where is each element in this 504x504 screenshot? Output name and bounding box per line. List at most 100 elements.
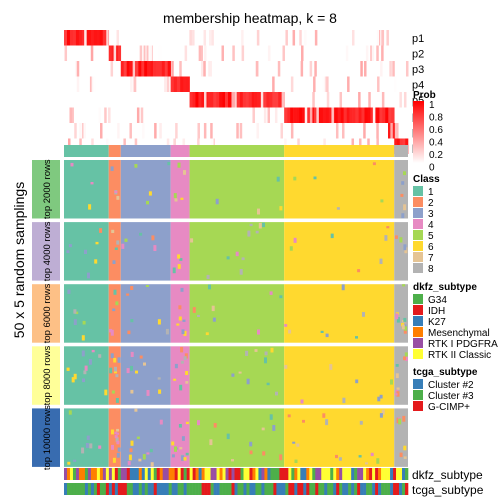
heatmap-cell	[384, 235, 388, 241]
dkfz-bar-label: dkfz_subtype	[412, 468, 483, 482]
dkfz-subtype-cell	[234, 468, 238, 480]
class-bar-segment	[284, 145, 395, 157]
heatmap-cell	[401, 181, 405, 185]
tcga-subtype-cell	[387, 483, 391, 495]
heatmap-cell	[126, 293, 130, 296]
dkfz-subtype-cell	[66, 468, 71, 480]
heatmap-cell	[136, 436, 140, 439]
row-group-bar	[32, 160, 60, 219]
prob-cell-faint	[133, 76, 137, 92]
prob-cell-faint	[316, 107, 319, 123]
heatmap-block	[170, 222, 190, 281]
dkfz-subtype-cell	[159, 468, 164, 480]
dkfz-legend-label: RTK II Classic	[428, 350, 491, 361]
heatmap-cell	[395, 373, 399, 379]
prob-cell-faint	[221, 45, 224, 61]
dkfz-subtype-cell	[138, 468, 143, 480]
heatmap-cell	[275, 391, 278, 396]
tcga-subtype-cell	[330, 483, 334, 495]
tcga-subtype-cell	[93, 483, 98, 495]
heatmap-cell	[177, 264, 181, 269]
dkfz-subtype-cell	[318, 468, 322, 480]
tcga-subtype-cell	[354, 483, 358, 495]
prob-cell-faint	[256, 123, 259, 139]
prob-cell	[120, 61, 124, 77]
heatmap-cell	[258, 222, 262, 229]
dkfz-subtype-cell	[201, 468, 205, 480]
prob-cell	[186, 76, 190, 92]
prob-cell-faint	[108, 107, 111, 123]
prob-cell-faint	[331, 107, 334, 123]
prob-cell	[153, 61, 157, 77]
class-bar-segment	[64, 145, 109, 157]
dkfz-subtype-cell	[213, 468, 217, 480]
prob-cell-faint	[274, 107, 278, 123]
heatmap-cell	[206, 274, 210, 280]
heatmap-block	[64, 408, 109, 467]
tcga-subtype-cell	[405, 483, 409, 495]
row-group-labels: top 2000 rows top 4000 rows top 6000 rows t…	[42, 159, 53, 470]
heatmap-cell	[174, 363, 178, 369]
heatmap-cell	[127, 461, 131, 466]
tcga-subtype-cell	[177, 483, 181, 495]
prob-cell-faint	[171, 61, 174, 77]
tcga-subtype-cell	[210, 483, 214, 495]
heatmap-cell	[68, 244, 72, 248]
heatmap-cell	[130, 286, 134, 290]
heatmap-cell	[180, 197, 184, 200]
heatmap-cell	[396, 317, 400, 323]
tcga-subtype-cell	[399, 483, 403, 495]
prob-cell	[69, 30, 74, 46]
prob-cell	[195, 92, 199, 108]
heatmap-cell	[279, 454, 283, 461]
dkfz-subtype-cell	[270, 468, 274, 480]
heatmap-cell	[358, 455, 362, 458]
heatmap-cell	[404, 352, 408, 357]
dkfz-legend-swatch	[413, 294, 423, 304]
heatmap-cell	[235, 251, 239, 257]
prob-cell-faint	[82, 123, 85, 139]
prob-cell-faint	[389, 61, 392, 77]
tcga-subtype-cell	[336, 483, 340, 495]
class-bar-segment	[189, 145, 285, 157]
heatmap-cell	[183, 170, 186, 175]
prob-cell-faint	[129, 123, 132, 139]
heatmap-block	[120, 160, 171, 219]
dkfz-subtype-cell	[255, 468, 259, 480]
tcga-subtype-cell	[213, 483, 217, 495]
dkfz-subtype-cell	[96, 468, 101, 480]
dkfz-subtype-cell	[78, 468, 83, 480]
heatmap-cell	[127, 330, 131, 335]
prob-cell-faint	[236, 123, 239, 139]
class-annotation-bar	[64, 145, 408, 157]
prob-cell-faint	[358, 92, 361, 108]
dkfz-subtype-cell	[72, 468, 77, 480]
dkfz-legend-title: dkfz_subtype	[413, 282, 477, 293]
heatmap-cell	[231, 373, 235, 377]
class-legend-label: 6	[428, 242, 434, 253]
heatmap-cell	[115, 374, 119, 378]
heatmap-cell	[284, 324, 288, 327]
dkfz-subtype-cell	[261, 468, 265, 480]
tcga-subtype-cell	[234, 483, 238, 495]
heatmap-cell	[87, 272, 90, 279]
heatmap-cell	[129, 448, 133, 453]
heatmap-block	[284, 408, 395, 467]
dkfz-subtype-cell	[294, 468, 298, 480]
prob-cell-faint	[189, 30, 192, 46]
prob-cell-faint	[140, 107, 144, 123]
heatmap-cell	[130, 351, 134, 357]
tcga-subtype-cell	[231, 483, 235, 495]
heatmap-cell	[91, 349, 95, 353]
heatmap-block	[189, 408, 285, 467]
prob-cell	[322, 107, 327, 123]
prob-cell-faint	[381, 45, 384, 61]
tcga-subtype-cell	[342, 483, 346, 495]
tcga-subtype-cell	[117, 483, 122, 495]
prob-cell-faint	[203, 45, 207, 61]
heatmap-block	[284, 284, 395, 343]
tcga-subtype-cell	[237, 483, 241, 495]
heatmap-cell	[99, 228, 103, 233]
prob-cell-faint	[326, 76, 329, 92]
